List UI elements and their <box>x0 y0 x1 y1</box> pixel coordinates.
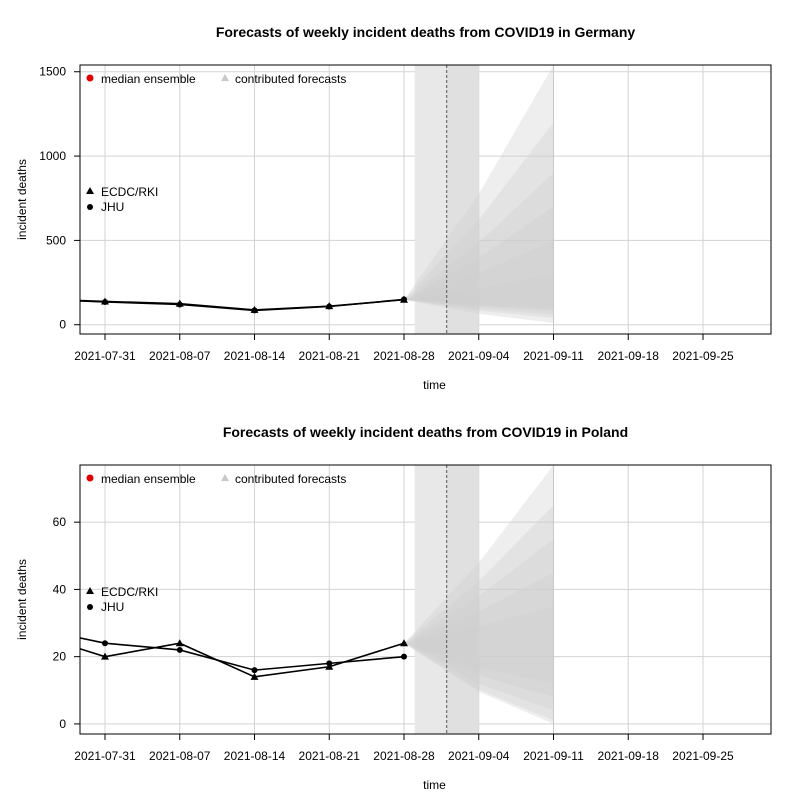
chart-0-legend-jhu-label: JHU <box>101 200 124 214</box>
chart-0-point-jhu <box>102 298 108 305</box>
chart-0-plot-border <box>79 64 772 335</box>
chart-0-legend-median-label: median ensemble <box>101 72 196 86</box>
chart-0-forecast-band <box>404 65 554 308</box>
chart-1-y-tick-label: 60 <box>53 515 67 529</box>
chart-1-series <box>80 637 408 680</box>
chart-0: Forecasts of weekly incident deaths from… <box>15 24 772 392</box>
chart-1-legend-contrib-label: contributed forecasts <box>235 472 346 486</box>
chart-1-x-axis-label: time <box>423 778 446 792</box>
chart-1-forecast-fan <box>404 465 554 734</box>
chart-1-x-tick-label: 2021-09-25 <box>672 749 734 763</box>
chart-1-point-jhu <box>326 660 333 667</box>
chart-0-y-tick-label: 1000 <box>39 149 66 163</box>
chart-1-x-tick-label: 2021-09-18 <box>598 749 660 763</box>
chart-0-series-line-jhu <box>80 298 405 312</box>
chart-1-point-jhu <box>176 646 183 653</box>
chart-0-forecast-band <box>404 206 554 315</box>
chart-1-x-tick-label: 2021-09-11 <box>523 749 584 763</box>
chart-0-y-tick-label: 1500 <box>39 65 66 79</box>
chart-1-x-tick-label: 2021-08-28 <box>373 749 435 763</box>
chart-1-point-jhu <box>251 667 258 674</box>
chart-0-series <box>80 295 408 314</box>
chart-0-x-tick-label: 2021-08-14 <box>224 349 286 363</box>
chart-0-legend-jhu-marker <box>87 204 93 210</box>
chart-0-y-tick-label: 500 <box>46 233 66 247</box>
chart-1-y-tick-label: 0 <box>59 717 66 731</box>
chart-1: Forecasts of weekly incident deaths from… <box>15 424 772 792</box>
chart-0-forecast-band <box>404 172 554 312</box>
chart-0-x-axis-label: time <box>423 378 446 392</box>
chart-1-shade-dark <box>446 465 479 734</box>
chart-0-legend-ecdc-marker <box>86 187 94 194</box>
chart-0-x-tick-label: 2021-07-31 <box>74 349 136 363</box>
chart-1-point-ecdc <box>101 652 109 660</box>
chart-0-legend-contrib-label: contributed forecasts <box>235 72 346 86</box>
chart-1-legend-contrib-marker <box>221 474 229 481</box>
chart-0-x-tick-label: 2021-09-18 <box>598 349 660 363</box>
chart-1-forecast-band <box>404 538 554 711</box>
chart-1-plot-border <box>79 464 772 735</box>
chart-0-x-tick-label: 2021-08-21 <box>299 349 361 363</box>
chart-1-point-jhu <box>102 640 108 647</box>
chart-0-forecast-band <box>404 122 554 310</box>
chart-1-x-tick-label: 2021-09-04 <box>448 749 510 763</box>
chart-0-y-axis-label: incident deaths <box>15 159 29 240</box>
chart-0-forecast-band <box>404 274 554 324</box>
chart-1-shade-light <box>414 465 447 734</box>
chart-0-x-tick-label: 2021-08-07 <box>149 349 211 363</box>
chart-1-point-ecdc <box>400 639 408 647</box>
chart-0-forecast-fan <box>404 65 554 334</box>
chart-0-shade-dark <box>446 65 479 334</box>
chart-1-legend-ecdc-label: ECDC/RKI <box>101 585 158 599</box>
chart-1-x-tick-label: 2021-08-07 <box>149 749 211 763</box>
chart-1-point-jhu <box>401 653 407 660</box>
chart-1-y-tick-label: 40 <box>53 582 67 596</box>
chart-0-x-tick-label: 2021-08-28 <box>373 349 435 363</box>
chart-0-x-tick-label: 2021-09-04 <box>448 349 510 363</box>
chart-0-legend-ecdc-label: ECDC/RKI <box>101 185 158 199</box>
chart-1-x-tick-label: 2021-08-14 <box>224 749 286 763</box>
chart-0-legend-contrib-marker <box>221 74 229 81</box>
chart-1-y-tick-label: 20 <box>53 650 67 664</box>
chart-1-forecast-band <box>404 606 554 684</box>
chart-1-point-ecdc <box>175 639 184 647</box>
chart-1-legend-ecdc-marker <box>86 587 94 594</box>
chart-0-forecast-band <box>404 240 554 318</box>
chart-1-legend-jhu-marker <box>87 604 93 610</box>
chart-0-shade-light <box>414 65 447 334</box>
chart-0-point-jhu <box>251 307 258 314</box>
chart-1-legend-median-label: median ensemble <box>101 472 196 486</box>
chart-0-y-tick-label: 0 <box>59 318 66 332</box>
chart-1-series-line-jhu <box>80 637 405 671</box>
chart-1-series-line-ecdc <box>80 642 405 678</box>
chart-0-point-jhu <box>401 296 407 303</box>
chart-1-forecast-band <box>404 505 554 721</box>
chart-1-point-ecdc <box>250 672 259 680</box>
chart-1-x-tick-label: 2021-08-21 <box>299 749 361 763</box>
chart-0-point-jhu <box>176 301 183 308</box>
chart-1-legend-jhu-label: JHU <box>101 600 124 614</box>
chart-0-x-tick-label: 2021-09-11 <box>523 349 584 363</box>
chart-0-x-tick-label: 2021-09-25 <box>672 349 734 363</box>
chart-1-forecast-band <box>404 465 554 724</box>
chart-1-legend-median-marker <box>86 474 94 482</box>
chart-1-x-tick-label: 2021-07-31 <box>74 749 136 763</box>
chart-1-forecast-band <box>404 572 554 698</box>
chart-1-title: Forecasts of weekly incident deaths from… <box>223 424 628 440</box>
chart-1-y-axis-label: incident deaths <box>15 559 29 640</box>
chart-0-legend-median-marker <box>86 74 94 82</box>
chart-0-point-jhu <box>326 303 333 310</box>
chart-0-title: Forecasts of weekly incident deaths from… <box>216 24 636 40</box>
